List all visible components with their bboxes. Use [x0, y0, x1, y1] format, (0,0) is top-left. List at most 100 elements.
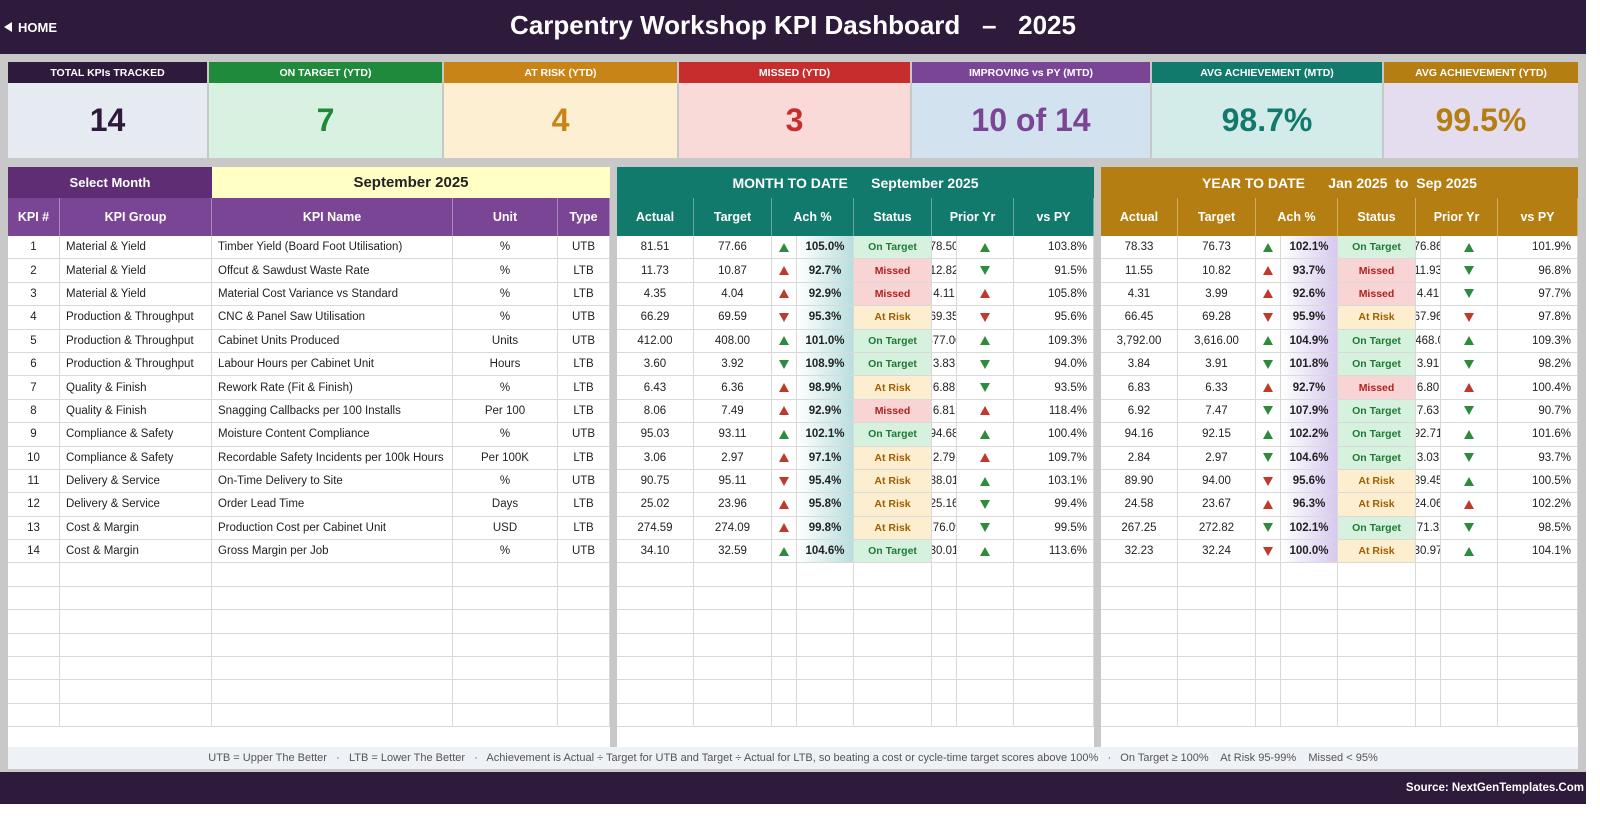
prior-year-cell: 7.63 — [1416, 399, 1441, 424]
triangle-down-icon — [1263, 406, 1273, 416]
ach-percent-cell: 101.0% — [797, 329, 854, 353]
py-trend-cell — [957, 540, 1014, 564]
kpi-name-cell: Rework Rate (Fit & Finish) — [212, 376, 453, 400]
vs-py-cell: 93.7% — [1498, 446, 1578, 470]
actual-cell: 24.58 — [1101, 493, 1178, 517]
target-cell: 408.00 — [694, 329, 772, 353]
unit-cell: Per 100K — [453, 446, 558, 470]
ach-trend-cell — [772, 423, 797, 447]
status-badge: Missed — [1338, 282, 1416, 307]
empty-cell — [1101, 657, 1178, 681]
table-row: 12 Delivery & Service Order Lead Time Days L… — [8, 493, 610, 517]
empty-cell — [60, 563, 212, 587]
empty-cell — [1256, 657, 1281, 681]
target-cell: 32.24 — [1178, 540, 1256, 564]
table-row — [1101, 586, 1578, 611]
column-header: Prior Yr — [1416, 198, 1498, 236]
kpi-group-cell: Cost & Margin — [60, 540, 212, 564]
py-trend-cell — [1441, 306, 1498, 330]
table-row — [8, 680, 610, 704]
triangle-up-icon — [980, 546, 990, 556]
empty-cell — [8, 610, 60, 634]
table-row: 6.43 6.36 98.9% At Risk 6.88 93.5% — [617, 376, 1094, 400]
footer-bar: Source: NextGenTemplates.Com — [0, 772, 1586, 804]
vs-py-cell: 104.1% — [1498, 540, 1578, 564]
triangle-up-icon — [779, 429, 789, 439]
empty-cell — [1338, 563, 1416, 587]
type-cell: UTB — [558, 236, 610, 260]
empty-cell — [1281, 657, 1338, 681]
empty-cell — [1498, 633, 1578, 658]
ach-trend-cell — [1256, 423, 1281, 447]
empty-cell — [694, 680, 772, 704]
month-dropdown[interactable]: September 2025 — [212, 167, 610, 198]
ach-trend-cell — [1256, 259, 1281, 283]
empty-cell — [797, 633, 854, 658]
page-title: Carpentry Workshop KPI Dashboard – 2025 — [510, 10, 1076, 40]
empty-cell — [694, 633, 772, 658]
empty-cell — [1281, 586, 1338, 611]
column-header: KPI Name — [212, 198, 453, 236]
triangle-down-icon — [779, 312, 789, 322]
actual-cell: 66.45 — [1101, 306, 1178, 330]
empty-cell — [694, 563, 772, 587]
empty-cell — [957, 680, 1014, 704]
prior-year-cell: 69.35 — [932, 306, 957, 330]
empty-cell — [617, 563, 694, 587]
prior-year-cell: 24.06 — [1416, 493, 1441, 517]
table-row — [1101, 563, 1578, 587]
status-badge: At Risk — [854, 376, 932, 400]
empty-cell — [1014, 680, 1094, 704]
actual-cell: 81.51 — [617, 236, 694, 260]
type-cell: UTB — [558, 329, 610, 353]
unit-cell: USD — [453, 516, 558, 541]
empty-cell — [1014, 633, 1094, 658]
table-row — [8, 703, 610, 728]
table-row: 9 Compliance & Safety Moisture Content Com… — [8, 423, 610, 447]
kpi-name-cell: Snagging Callbacks per 100 Installs — [212, 399, 453, 424]
vs-py-cell: 105.8% — [1014, 282, 1094, 307]
kpi-number-cell: 6 — [8, 352, 60, 377]
ach-percent-cell: 104.6% — [797, 540, 854, 564]
ach-percent-cell: 108.9% — [797, 352, 854, 377]
kpi-card: TOTAL KPIs TRACKED 14 — [8, 62, 209, 158]
kpi-card: AT RISK (YTD) 4 — [444, 62, 679, 158]
empty-cell — [1441, 610, 1498, 634]
prior-year-cell: 76.86 — [1416, 236, 1441, 260]
empty-cell — [1178, 586, 1256, 611]
unit-cell: Hours — [453, 352, 558, 377]
kpi-card-label: AVG ACHIEVEMENT (YTD) — [1384, 62, 1578, 83]
empty-cell — [932, 586, 957, 611]
empty-cell — [1281, 680, 1338, 704]
kpi-card-value: 14 — [8, 83, 207, 158]
ach-trend-cell — [772, 236, 797, 260]
table-row: 4 Production & Throughput CNC & Panel Saw … — [8, 306, 610, 330]
triangle-down-icon — [1263, 523, 1273, 533]
column-header: Target — [1178, 198, 1256, 236]
kpi-card-label: IMPROVING vs PY (MTD) — [912, 62, 1150, 83]
ach-percent-cell: 99.8% — [797, 516, 854, 541]
empty-cell — [558, 610, 610, 634]
target-cell: 32.59 — [694, 540, 772, 564]
triangle-up-icon — [1464, 429, 1474, 439]
kpi-group-cell: Quality & Finish — [60, 376, 212, 400]
empty-cell — [1256, 680, 1281, 704]
empty-cell — [1281, 610, 1338, 634]
kpi-name-cell: Moisture Content Compliance — [212, 423, 453, 447]
target-cell: 272.82 — [1178, 516, 1256, 541]
empty-cell — [932, 633, 957, 658]
vs-py-cell: 101.9% — [1498, 236, 1578, 260]
empty-cell — [797, 586, 854, 611]
kpi-card-value: 3 — [679, 83, 910, 158]
empty-cell — [1416, 586, 1441, 611]
kpi-name-cell: Order Lead Time — [212, 493, 453, 517]
py-trend-cell — [1441, 399, 1498, 424]
triangle-up-icon — [1263, 429, 1273, 439]
column-header: Status — [1338, 198, 1416, 236]
actual-cell: 267.25 — [1101, 516, 1178, 541]
home-button[interactable]: HOME — [4, 17, 57, 37]
